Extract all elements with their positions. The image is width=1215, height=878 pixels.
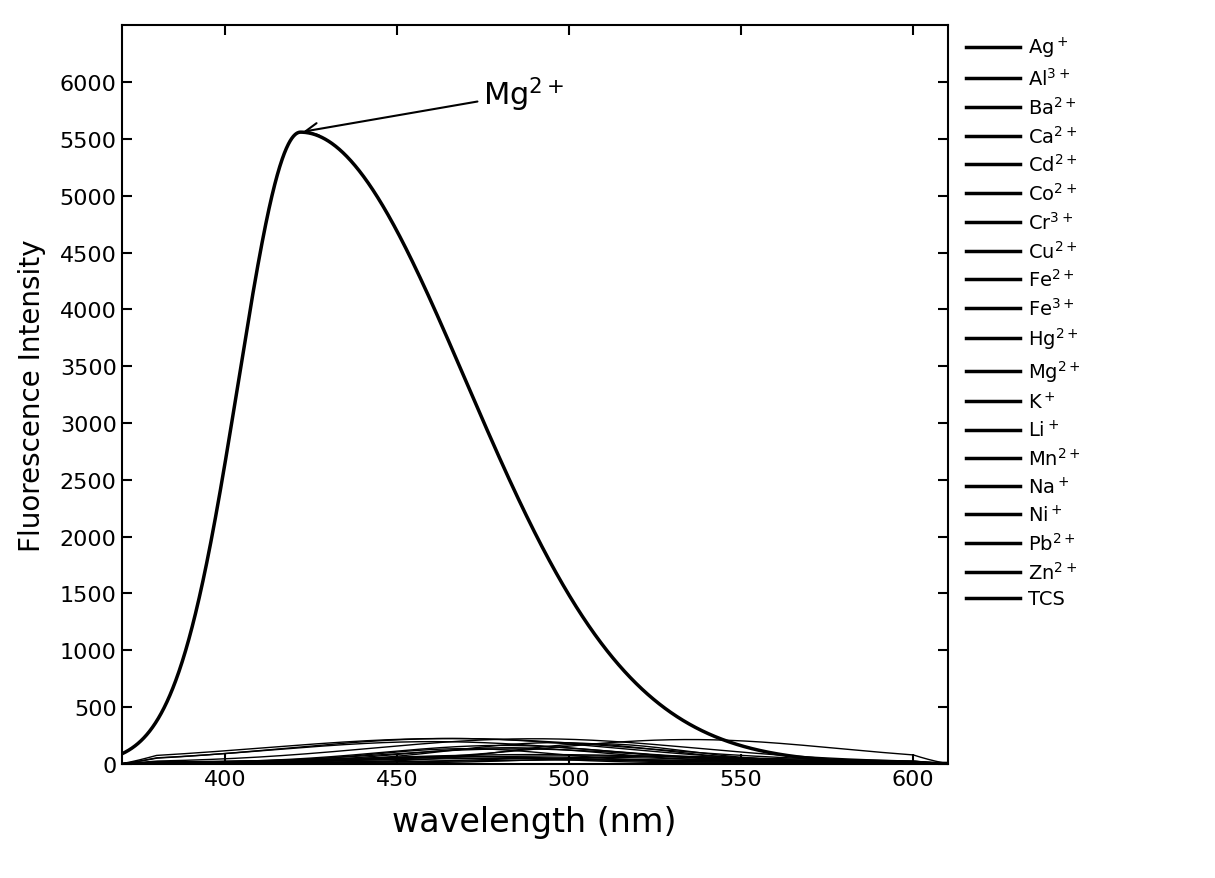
- Y-axis label: Fluorescence Intensity: Fluorescence Intensity: [18, 239, 46, 551]
- Text: Mg$^{2+}$: Mg$^{2+}$: [305, 76, 564, 136]
- X-axis label: wavelength (nm): wavelength (nm): [392, 805, 677, 838]
- Legend: Ag$^+$, Al$^{3+}$, Ba$^{2+}$, Ca$^{2+}$, Cd$^{2+}$, Co$^{2+}$, Cr$^{3+}$, Cu$^{2: Ag$^+$, Al$^{3+}$, Ba$^{2+}$, Ca$^{2+}$,…: [966, 36, 1080, 608]
